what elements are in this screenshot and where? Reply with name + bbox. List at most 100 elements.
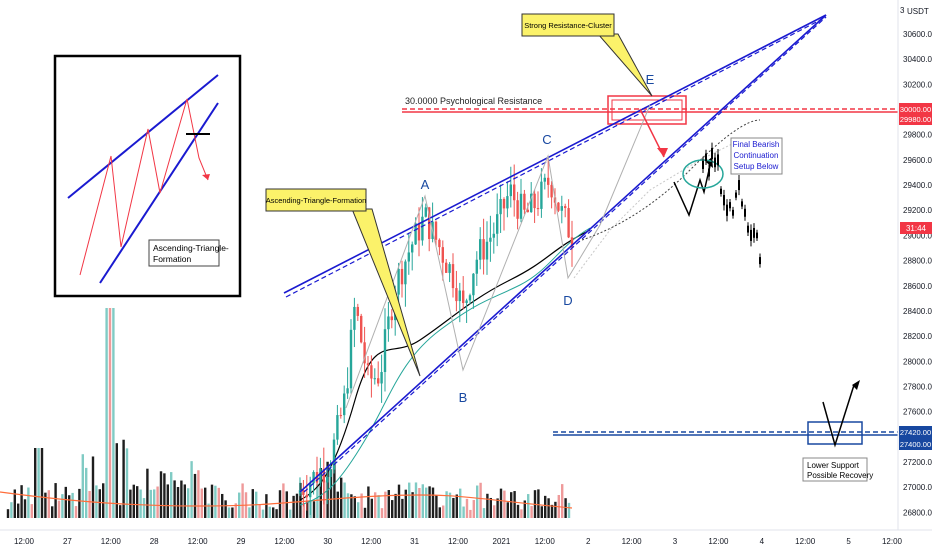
volume-bar (489, 497, 492, 518)
price-tick-label: 27800.00 (903, 382, 932, 391)
candle-body (485, 241, 489, 260)
volume-bar (520, 509, 523, 518)
projected-candle-body (750, 229, 752, 241)
time-tick-label: 12:00 (535, 537, 556, 546)
volume-bar (187, 488, 190, 518)
volume-bar (285, 491, 288, 518)
volume-bar (214, 485, 217, 518)
inset-diagram: Ascending-Triangle- Formation (53, 54, 242, 298)
ascending-callout (265, 188, 367, 212)
volume-bar (408, 482, 411, 518)
price-tag-label: 27420.00 (900, 428, 931, 437)
moving-average-black (299, 229, 591, 501)
price-tag-label: 30000.00 (900, 105, 931, 114)
recovery-zigzag (822, 384, 855, 448)
resistance-cluster-inner-box (611, 99, 683, 121)
price-tick-label: 29200.00 (903, 206, 932, 215)
volume-bar (170, 472, 173, 518)
projection-path-dark (581, 119, 761, 241)
projected-candle-body (735, 192, 737, 198)
price-tag-label: 27400.00 (900, 440, 931, 449)
volume-bar (370, 498, 373, 518)
volume-bar (561, 484, 564, 518)
candle-body (400, 268, 404, 285)
volume-bar (268, 506, 271, 518)
candle-body (489, 237, 492, 242)
wave-label-b: B (459, 390, 468, 405)
volume-bar (397, 484, 401, 518)
volume-bar (523, 500, 526, 518)
volume-bar (459, 488, 462, 518)
lower-trendline-dashed (303, 16, 827, 493)
price-tick-label: 30600.00 (903, 30, 932, 39)
volume-bar (47, 490, 50, 518)
candle-body (380, 372, 383, 384)
time-tick-label: 12:00 (188, 537, 209, 546)
inset-label-line-2: Formation (153, 254, 192, 264)
time-tick-label: 12:00 (14, 537, 35, 546)
candle-body (404, 261, 407, 285)
candle-body (309, 483, 312, 498)
candle-body (417, 223, 421, 241)
currency-label: USDT (907, 7, 929, 16)
volume-bars (6, 308, 571, 518)
volume-bar (353, 496, 356, 518)
volume-bar (23, 499, 27, 518)
time-tick-label: 12:00 (448, 537, 469, 546)
volume-bar (159, 471, 163, 518)
volume-bar (404, 489, 407, 518)
candle-body (421, 216, 424, 241)
time-tick-label: 12:00 (882, 537, 903, 546)
volume-bar (336, 491, 339, 518)
volume-bar (231, 507, 234, 518)
volume-bar (564, 498, 567, 518)
volume-bar (289, 509, 292, 518)
volume-bar (496, 498, 499, 518)
volume-bar (527, 494, 530, 518)
candle-body (540, 181, 543, 209)
price-tick-label: 28000.00 (903, 357, 932, 366)
volume-bar (452, 497, 455, 518)
projected-candle-body (726, 204, 728, 216)
volume-bar (516, 504, 520, 518)
volume-bar (204, 487, 207, 518)
volume-bar (394, 493, 397, 518)
volume-bar (51, 506, 54, 518)
projected-candle-body (756, 232, 758, 239)
volume-bar (108, 308, 112, 518)
candle-body (465, 300, 468, 304)
volume-bar (183, 484, 186, 518)
price-tick-label: 28600.00 (903, 282, 932, 291)
volume-bar (193, 473, 197, 518)
volume-bar (241, 483, 244, 518)
projection-path-light (573, 139, 741, 279)
projected-candle-body (711, 148, 713, 160)
candle-body (343, 393, 346, 416)
volume-bar (85, 467, 88, 518)
inset-label-line-1: Ascending-Triangle- (153, 243, 229, 253)
time-tick-label: 12:00 (795, 537, 816, 546)
volume-bar (469, 509, 472, 518)
strong-resistance-text: Strong Resistance-Cluster (524, 21, 612, 30)
volume-bar (115, 443, 118, 518)
volume-bar (455, 494, 458, 518)
time-tick-label: 12:00 (708, 537, 729, 546)
volume-bar (391, 500, 394, 518)
candle-body (519, 193, 523, 219)
volume-average-line (0, 491, 573, 509)
price-tag (899, 426, 932, 438)
final-bearish-line-2: Continuation (734, 151, 779, 160)
time-tick-label: 5 (846, 537, 851, 546)
candle-body (547, 177, 550, 185)
price-tick-label: 26800.00 (903, 508, 932, 517)
volume-bar (350, 494, 353, 518)
final-bearish-line-1: Final Bearish (733, 140, 780, 149)
candle-body (346, 388, 349, 394)
time-axis[interactable]: 12:00 27 12:00 28 12:00 29 12:00 30 12:00 31 12:00… (14, 537, 903, 546)
candle-body (570, 237, 574, 248)
volume-bar (476, 485, 479, 518)
candle-body (424, 207, 427, 217)
volume-bar (149, 489, 152, 518)
